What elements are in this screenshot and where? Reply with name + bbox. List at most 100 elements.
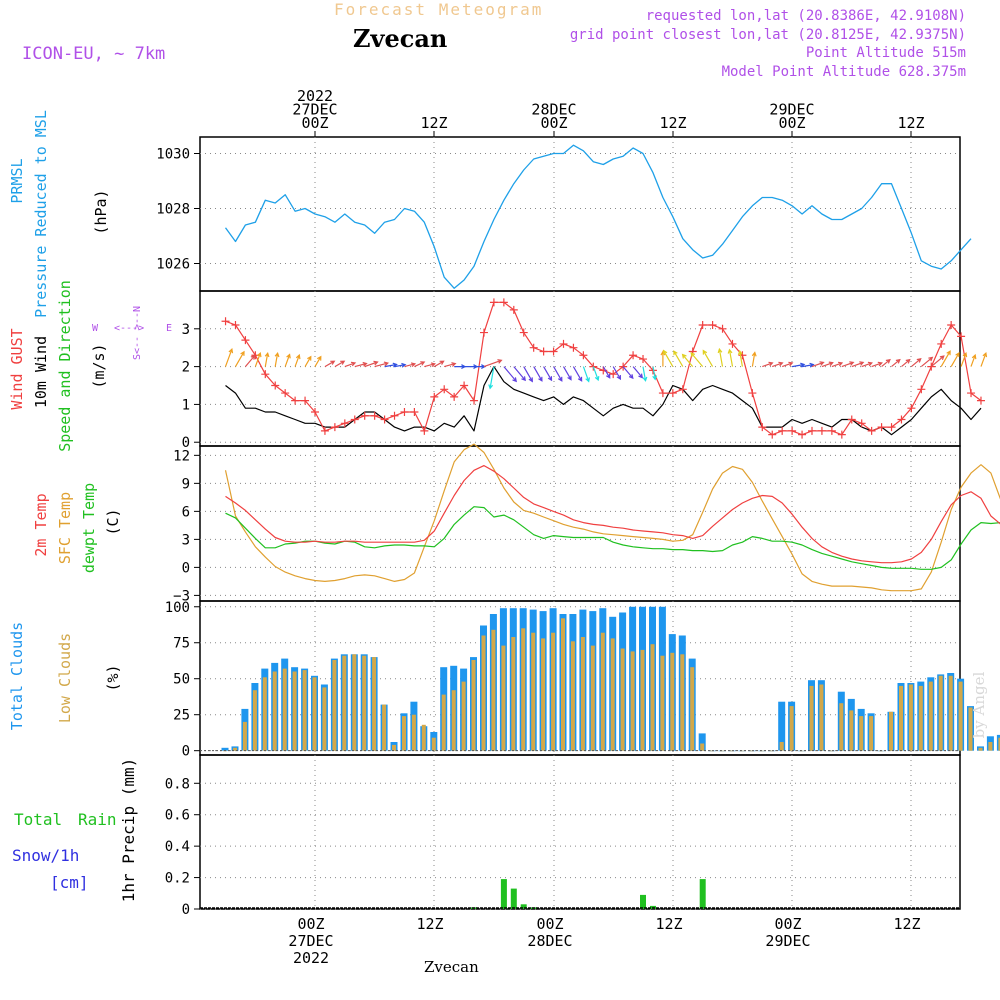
gust-marker [320,426,329,435]
total-cloud-bar [698,733,706,751]
time-label-bottom: 00Z [536,915,563,933]
low-cloud-bar [362,655,367,751]
time-label-bottom: 27DEC [288,932,333,950]
gust-marker [917,385,926,394]
wind-arrow [374,361,389,368]
grid-point-coords: grid point closest lon,lat (20.8125E, 42… [569,27,966,43]
wind-arrow [673,350,684,367]
low-cloud-bar [262,677,267,751]
low-cloud-bar [938,675,943,751]
wind-direction-arrows [224,347,988,390]
label-unit-hpa: (hPa) [92,189,110,234]
low-cloud-bar [610,638,615,751]
gust-marker [817,426,826,435]
wind-arrow [970,353,977,367]
low-cloud-bar [233,747,237,751]
wind-arrow [727,348,734,367]
wind-arrow [224,348,234,367]
low-cloud-bar [908,684,913,751]
wind-arrow [960,352,968,367]
low-cloud-bar [541,638,546,751]
wind-arrow [881,358,891,368]
time-label-bottom: 12Z [416,915,443,933]
label-pressure-msl: Pressure Reduced to MSL [32,110,50,318]
label-dewpt-temp: dewpt Temp [80,483,98,573]
gust-marker [758,423,767,432]
wind-arrow [602,366,611,379]
wind-arrow [304,355,312,367]
time-label-top: 12Z [897,114,924,132]
gust-marker [788,426,797,435]
wind-arrow [274,351,280,367]
precip-bar [520,904,527,909]
label-prmsl: PRMSL [8,158,26,203]
wind-arrow [244,354,256,367]
wind-arrow [940,350,951,367]
low-cloud-bar [461,681,466,751]
requested-coords: requested lon,lat (20.8386E, 42.9108N) [645,8,966,24]
gust-marker [221,317,230,326]
wind-series-line [225,366,982,436]
gust-marker [708,321,717,330]
low-cloud-bar [501,645,506,751]
y-tick-label: 2 [182,360,190,376]
y-tick-label: 1028 [156,202,190,218]
low-cloud-bar [332,660,337,751]
y-tick-label: 1030 [156,147,190,163]
panel-frame [199,445,961,602]
gust-marker [549,347,558,356]
total-cloud-bar [221,747,229,751]
label-unit-c: (C) [104,508,122,535]
low-cloud-bar [491,629,496,751]
low-cloud-bar [859,716,864,751]
low-cloud-bar [700,743,705,751]
y-tick-label: 0 [182,560,190,576]
label-snow: Snow/1h [12,846,79,865]
low-cloud-bar [600,632,605,751]
gust-marker [718,324,727,333]
wind-arrow [344,361,357,368]
wind-arrow [284,353,291,367]
gust-marker [867,426,876,435]
gust-marker [281,389,290,398]
low-cloud-bar [690,667,695,751]
gust-markers [221,298,985,439]
wind-arrow [737,349,743,367]
gust-marker [291,396,300,405]
gust-marker [370,411,379,420]
wind-arrow [503,366,518,383]
gust-marker [241,336,250,345]
wind-arrow [488,366,495,390]
low-cloud-bar [392,744,396,751]
wind-arrow [234,350,245,367]
wind-arrow [553,366,563,382]
panel-wind: 0 1 2 3 [182,290,961,451]
time-label-bottom: 2022 [293,949,329,967]
low-cloud-bar [302,670,307,751]
precip-bars [200,879,960,909]
gust-marker [748,389,757,398]
gust-marker [927,362,936,371]
wind-arrow [433,360,445,368]
low-cloud-bar [680,654,685,751]
low-cloud-bar [590,645,595,751]
gust-marker [967,389,976,398]
wind-arrow [781,361,794,368]
wind-arrow [562,366,572,381]
compass-icon: W <---> E >--N S<-- [92,306,172,360]
label-total: Total [14,810,62,829]
low-cloud-bar [431,737,436,751]
y-tick-label: 0 [182,435,190,451]
low-cloud-bar [411,714,416,751]
y-tick-label: 1 [182,397,190,413]
wind-arrow [980,352,988,367]
wind-arrow [690,352,704,367]
gust-marker [539,347,548,356]
gust-marker [489,298,498,307]
wind-arrow [681,353,694,367]
wind-arrow [513,366,526,382]
low-cloud-bar [630,651,635,751]
wind-arrow [851,361,865,368]
y-tick-label: 6 [182,504,190,520]
wind-arrow [592,366,600,382]
